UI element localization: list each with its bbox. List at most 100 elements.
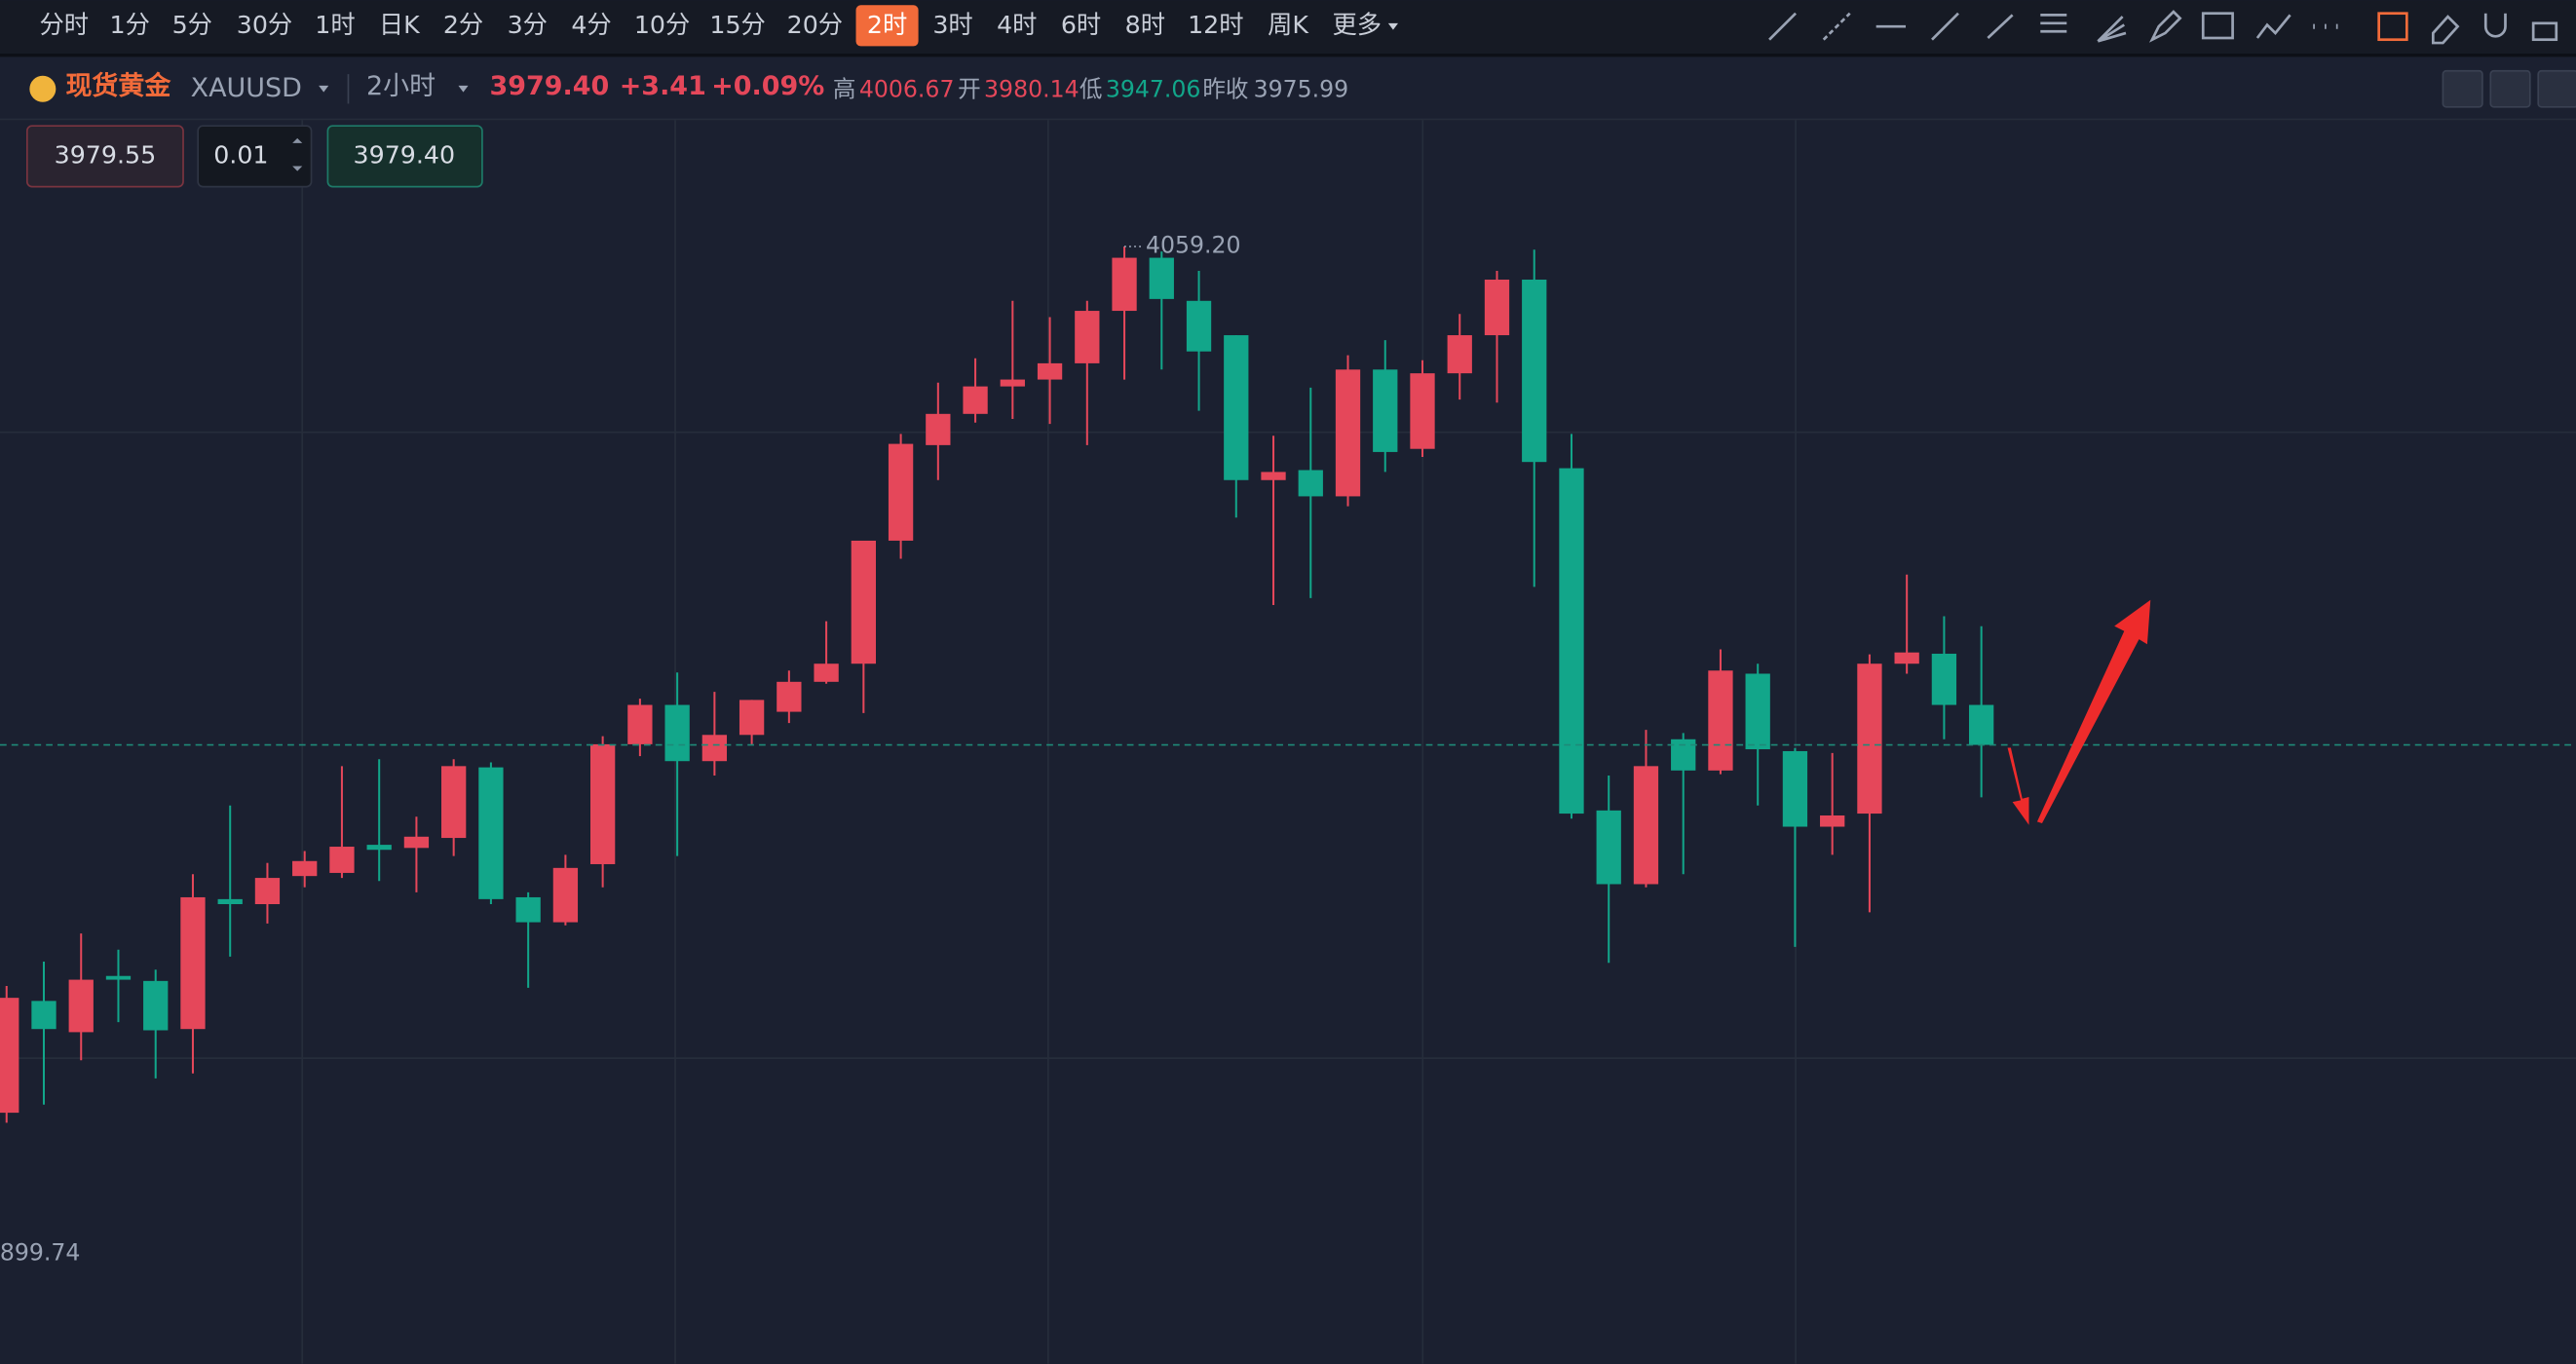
candle-body — [1745, 673, 1770, 750]
dropdown-arrow — [319, 85, 329, 93]
period[interactable]: 2小时 — [366, 71, 436, 101]
interval[interactable]: 8时 — [1125, 11, 1165, 39]
tool-wave[interactable] — [2255, 14, 2292, 39]
tool-pen[interactable] — [2148, 10, 2182, 43]
candle-body — [664, 704, 690, 762]
interval[interactable]: 3分 — [508, 11, 548, 39]
interval[interactable]: 30分 — [237, 11, 292, 39]
low-value: 3947.06 — [1106, 75, 1201, 102]
interval[interactable]: 15分 — [709, 11, 765, 39]
tool-extended[interactable] — [1822, 12, 1851, 41]
prev-close-label: 昨收 — [1202, 75, 1248, 102]
high-label: 高 — [833, 75, 856, 102]
candle-body — [441, 766, 467, 839]
candle-body — [627, 704, 653, 744]
candle-body — [1708, 670, 1733, 771]
tool-ray[interactable] — [1768, 12, 1797, 41]
candle-body — [105, 975, 132, 980]
lot-input[interactable] — [197, 125, 313, 188]
candle-body — [403, 836, 430, 849]
candle-body — [1149, 257, 1174, 299]
interval[interactable]: 20分 — [787, 11, 843, 39]
open-label: 开 — [958, 75, 981, 102]
ask-box[interactable] — [326, 125, 483, 188]
candle-body — [68, 979, 94, 1033]
tool-segment[interactable] — [1931, 12, 1959, 41]
candle-body — [515, 896, 541, 923]
interval[interactable]: 周K — [1268, 11, 1309, 39]
tool-btn[interactable] — [2489, 69, 2531, 108]
interval[interactable]: 1分 — [110, 11, 150, 39]
candle-body — [1373, 369, 1398, 452]
tool-edit[interactable] — [2377, 12, 2408, 42]
interval[interactable]: 4时 — [997, 11, 1037, 39]
symbol-code[interactable]: XAUUSD — [191, 73, 302, 103]
interval[interactable]: 分时 — [39, 11, 89, 39]
symbol-name[interactable]: 现货黄金 — [65, 70, 171, 101]
candle-body — [1335, 369, 1361, 497]
interval[interactable]: 日K — [379, 11, 421, 39]
candle-body — [329, 847, 355, 873]
candle-body — [292, 860, 318, 877]
candle-body — [589, 743, 616, 864]
candle-body — [478, 767, 504, 899]
candle-body — [1186, 300, 1212, 352]
tool-btn[interactable] — [2442, 69, 2483, 108]
interval[interactable]: 3时 — [932, 11, 972, 39]
toolbar — [0, 0, 2576, 55]
interval[interactable]: 更多 — [1333, 11, 1383, 39]
tool-lock[interactable] — [2531, 21, 2558, 42]
interval[interactable]: 2分 — [443, 11, 483, 39]
candle-body — [1075, 311, 1100, 363]
interval[interactable]: 2时 — [867, 11, 907, 39]
candle-body — [1559, 468, 1584, 815]
bid-price[interactable]: 3979.55 — [55, 140, 157, 169]
open-value: 3980.14 — [984, 75, 1080, 102]
candle-body — [366, 845, 392, 851]
candle-body — [1037, 362, 1063, 380]
candle-body — [777, 681, 802, 712]
candle-body — [1782, 750, 1808, 827]
candle-body — [1857, 663, 1882, 815]
candle-body — [701, 735, 728, 762]
interval[interactable]: 6时 — [1061, 11, 1101, 39]
interval[interactable]: 5分 — [172, 11, 212, 39]
tool-eraser[interactable] — [2431, 15, 2460, 45]
candle-body — [1261, 472, 1286, 480]
max-marker-label: 4059.20 — [1146, 232, 1241, 259]
candle-body — [1820, 815, 1845, 827]
tool-magnet[interactable] — [2483, 13, 2507, 38]
candle-body — [552, 867, 579, 923]
plot: 4059.20 3899.74 — [0, 232, 2576, 1266]
candle-body — [851, 540, 876, 664]
interval[interactable]: 10分 — [634, 11, 690, 39]
lot-value[interactable]: 0.01 — [213, 140, 268, 169]
candle-body — [1596, 810, 1621, 885]
candle-body — [254, 878, 281, 905]
interval-bar: 分时 1分 5分 30分 1时 日K 2分 3分 4分 10分 15分 20分 2时 3时 4时 6时 8时 12… — [39, 5, 1398, 47]
prev-close-value: 3975.99 — [1254, 75, 1349, 102]
interval[interactable]: 4分 — [571, 11, 611, 39]
candle-body — [0, 998, 19, 1114]
interval-active-bg — [855, 5, 919, 47]
min-marker-label: 3899.74 — [0, 1238, 80, 1266]
candle-body — [739, 700, 765, 736]
candle-body — [1447, 335, 1472, 374]
interval[interactable]: 1时 — [315, 11, 355, 39]
change: +3.41 — [620, 71, 706, 101]
tool-trend[interactable] — [1987, 14, 2014, 39]
candle-body — [1224, 335, 1249, 480]
tool-fan[interactable] — [2097, 16, 2127, 43]
tool-fib[interactable] — [2040, 14, 2067, 33]
candle-body — [1000, 379, 1025, 387]
candle-body — [1410, 373, 1435, 449]
tool-image[interactable] — [2201, 12, 2234, 40]
bid-box[interactable] — [25, 125, 184, 188]
tool-btn[interactable] — [2537, 69, 2576, 108]
interval[interactable]: 12时 — [1188, 11, 1243, 39]
ask-price[interactable]: 3979.40 — [354, 140, 456, 169]
drawing-tools — [1768, 10, 2558, 45]
candle-body — [1484, 280, 1510, 336]
